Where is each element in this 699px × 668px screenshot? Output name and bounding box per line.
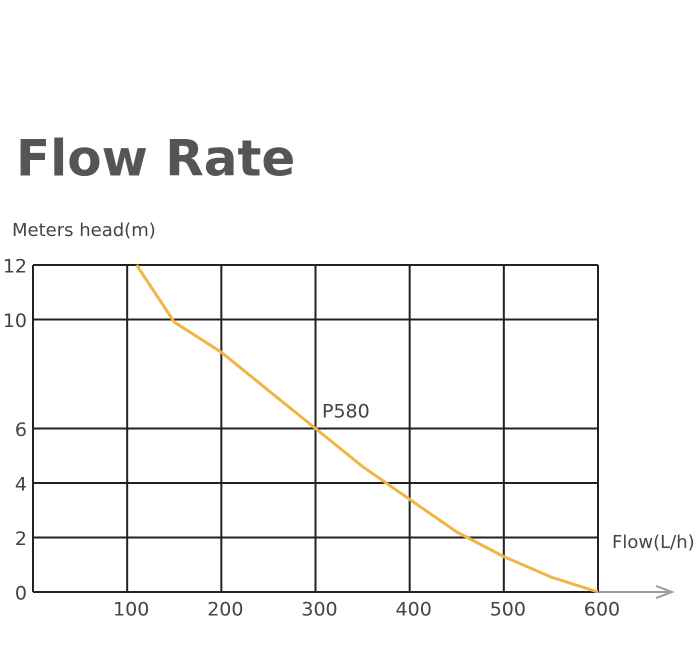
x-tick-label: 400 (396, 599, 432, 621)
arrow-head (655, 585, 675, 599)
y-axis-label: Meters head(m) (12, 220, 156, 241)
chart-title: Flow Rate (16, 130, 295, 188)
x-tick-label: 600 (584, 599, 620, 621)
y-tick-label: 10 (3, 310, 27, 332)
x-tick-label: 200 (207, 599, 243, 621)
x-tick-label: 300 (301, 599, 337, 621)
y-tick-label: 2 (15, 528, 27, 550)
series-label: P580 (322, 401, 370, 423)
y-tick-label: 4 (15, 474, 27, 496)
y-tick-label: 0 (15, 583, 27, 605)
x-tick-label: 100 (113, 599, 149, 621)
x-tick-label: 500 (490, 599, 526, 621)
x-axis-label: Flow(L/h) (612, 532, 695, 553)
series-line (135, 264, 599, 594)
y-tick-label: 12 (3, 256, 27, 278)
y-tick-label: 6 (15, 419, 27, 441)
